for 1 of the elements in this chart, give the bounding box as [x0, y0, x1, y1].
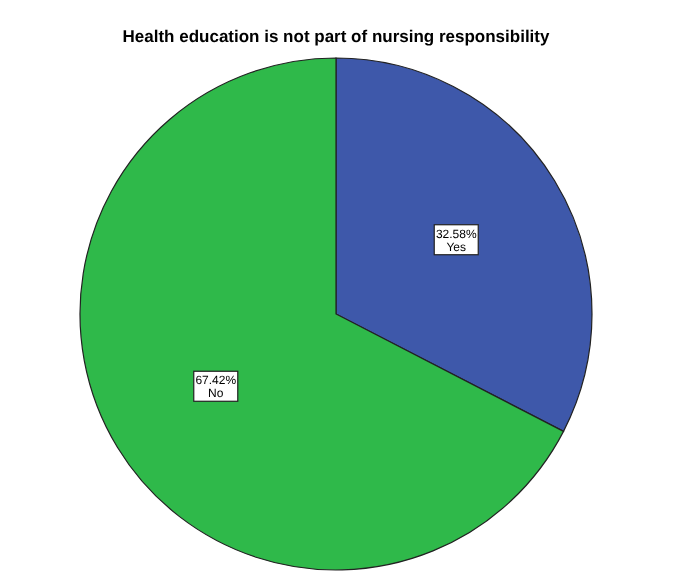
- chart-title: Health education is not part of nursing responsibility: [122, 26, 550, 46]
